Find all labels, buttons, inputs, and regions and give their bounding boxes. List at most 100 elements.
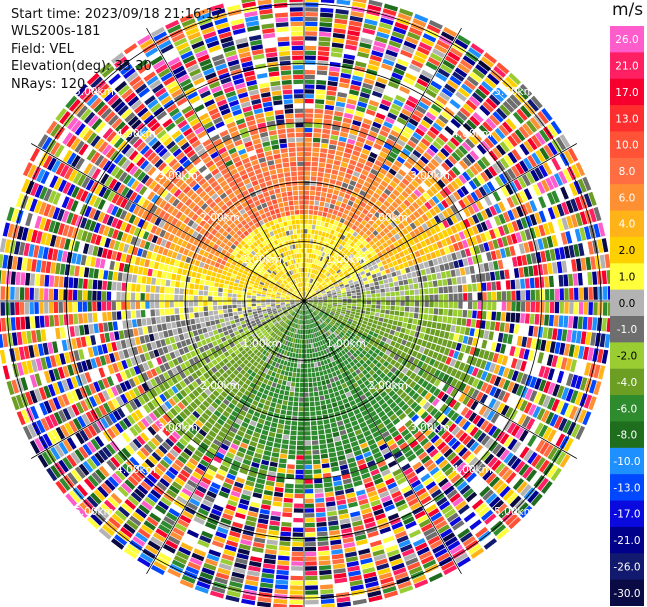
velocity-gate (363, 215, 371, 222)
velocity-gate (250, 501, 260, 508)
velocity-gate (411, 244, 418, 252)
velocity-gate (556, 370, 565, 384)
velocity-gate (326, 158, 334, 164)
velocity-gate (202, 400, 210, 408)
velocity-gate (165, 470, 176, 480)
velocity-gate (418, 346, 425, 354)
velocity-gate (429, 294, 434, 301)
velocity-gate (433, 438, 443, 448)
velocity-gate (414, 176, 423, 185)
velocity-gate (361, 169, 369, 176)
velocity-gate (364, 481, 374, 489)
velocity-gate (427, 349, 434, 358)
velocity-gate (379, 340, 385, 347)
velocity-gate (286, 314, 291, 318)
velocity-gate (339, 131, 349, 138)
velocity-gate (132, 536, 146, 547)
velocity-gate (529, 390, 538, 402)
velocity-gate (430, 103, 442, 113)
velocity-gate (530, 289, 536, 301)
velocity-gate (243, 338, 250, 343)
velocity-gate (473, 162, 483, 173)
velocity-gate (531, 134, 542, 148)
velocity-gate (340, 252, 346, 258)
velocity-gate (394, 197, 403, 206)
velocity-gate (275, 341, 280, 347)
velocity-gate (428, 572, 443, 583)
velocity-gate (423, 459, 434, 468)
velocity-gate (426, 274, 432, 281)
velocity-gate (260, 434, 268, 441)
velocity-gate (246, 386, 253, 393)
velocity-gate (414, 510, 426, 520)
velocity-gate (451, 252, 458, 261)
velocity-gate (462, 103, 474, 114)
velocity-gate (256, 523, 268, 530)
velocity-gate (290, 386, 295, 392)
velocity-gate (383, 176, 392, 184)
velocity-gate (539, 129, 550, 143)
velocity-gate (247, 375, 254, 382)
velocity-gate (377, 276, 383, 281)
velocity-gate (249, 358, 256, 365)
velocity-gate (183, 386, 192, 395)
velocity-gate (542, 162, 553, 176)
velocity-gate (288, 331, 292, 337)
velocity-gate (534, 314, 540, 325)
velocity-gate (328, 149, 336, 155)
velocity-gate (504, 269, 510, 279)
velocity-gate (90, 455, 101, 467)
velocity-gate (304, 190, 310, 195)
velocity-gate (275, 323, 280, 328)
velocity-gate (492, 291, 497, 301)
velocity-gate (450, 204, 458, 214)
velocity-gate (324, 374, 329, 380)
velocity-gate (502, 121, 513, 134)
velocity-gate (492, 499, 505, 512)
velocity-gate (273, 442, 281, 449)
velocity-gate (395, 499, 406, 508)
velocity-gate (321, 603, 335, 607)
velocity-gate (529, 277, 535, 289)
velocity-gate (305, 599, 319, 605)
velocity-gate (169, 407, 178, 417)
velocity-gate (318, 303, 323, 305)
velocity-gate (371, 352, 378, 358)
velocity-gate (471, 203, 480, 213)
velocity-gate (441, 364, 449, 373)
velocity-gate (475, 64, 488, 76)
velocity-gate (386, 224, 394, 231)
velocity-gate (523, 266, 529, 277)
velocity-gate (359, 405, 366, 412)
velocity-gate (147, 492, 159, 503)
velocity-gate (409, 153, 419, 162)
velocity-gate (492, 90, 505, 103)
velocity-gate (337, 271, 343, 276)
velocity-gate (167, 535, 181, 546)
velocity-gate (387, 549, 400, 558)
velocity-gate (290, 337, 294, 343)
velocity-gate (344, 272, 350, 277)
velocity-gate (137, 484, 149, 495)
velocity-gate (393, 160, 403, 168)
velocity-gate (262, 568, 275, 574)
velocity-gate (198, 428, 207, 437)
velocity-gate (450, 269, 456, 277)
velocity-gate (385, 257, 392, 264)
velocity-gate (317, 420, 323, 426)
velocity-gate (332, 225, 337, 231)
velocity-gate (325, 243, 329, 248)
velocity-gate (396, 138, 406, 147)
velocity-gate (407, 170, 417, 179)
velocity-gate (304, 498, 314, 504)
velocity-gate (322, 355, 326, 360)
velocity-gate (307, 324, 310, 329)
velocity-gate (243, 365, 250, 372)
velocity-gate (343, 353, 349, 359)
velocity-gate (308, 288, 311, 293)
velocity-gate (322, 414, 329, 420)
velocity-gate (358, 279, 363, 283)
velocity-gate (322, 385, 328, 390)
velocity-gate (267, 320, 272, 325)
